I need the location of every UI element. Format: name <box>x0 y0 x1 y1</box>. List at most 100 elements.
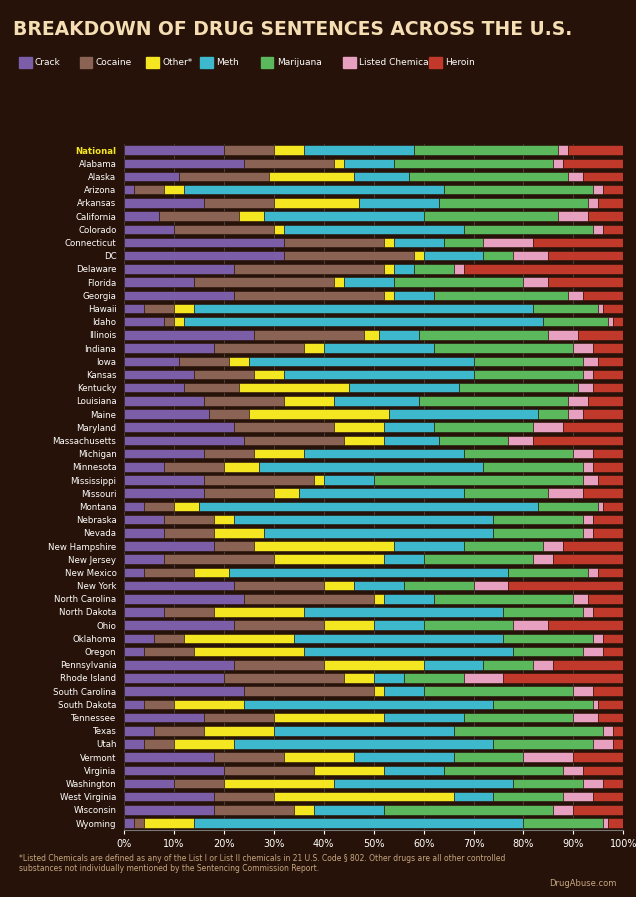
Bar <box>588 594 623 604</box>
Bar <box>534 238 623 248</box>
Bar <box>284 396 334 405</box>
Bar <box>598 304 604 313</box>
Bar <box>569 396 588 405</box>
Bar <box>464 674 504 683</box>
Bar <box>604 501 623 511</box>
Bar <box>209 409 249 419</box>
Bar <box>483 238 534 248</box>
Bar <box>608 317 613 327</box>
Bar <box>174 304 194 313</box>
Bar <box>324 660 424 669</box>
Bar <box>598 700 623 710</box>
Bar <box>473 356 583 366</box>
Bar <box>394 159 553 168</box>
Bar <box>274 198 359 207</box>
Bar <box>593 370 623 379</box>
Bar <box>124 238 284 248</box>
Bar <box>354 171 408 181</box>
Bar <box>324 581 354 590</box>
Bar <box>548 277 623 287</box>
Bar <box>164 528 214 537</box>
Bar <box>144 304 174 313</box>
Bar <box>418 330 548 340</box>
Bar <box>249 356 473 366</box>
Bar <box>534 660 553 669</box>
Bar <box>583 409 623 419</box>
Bar <box>583 528 593 537</box>
Bar <box>343 436 384 445</box>
Bar <box>124 212 159 221</box>
Bar <box>124 766 224 775</box>
Bar <box>598 568 623 577</box>
Bar <box>563 422 623 432</box>
Bar <box>234 264 384 274</box>
Bar <box>124 145 224 155</box>
Bar <box>124 198 204 207</box>
Bar <box>124 674 224 683</box>
Bar <box>124 726 154 736</box>
Bar <box>164 554 274 564</box>
Bar <box>434 344 574 353</box>
Bar <box>214 806 294 814</box>
Bar <box>384 422 434 432</box>
Bar <box>264 212 424 221</box>
Bar <box>124 251 284 260</box>
Bar <box>598 713 623 722</box>
Bar <box>613 739 623 749</box>
Bar <box>284 370 473 379</box>
Text: Other*: Other* <box>162 58 193 67</box>
Bar <box>274 224 284 234</box>
Bar <box>124 594 244 604</box>
Bar <box>284 753 354 762</box>
Bar <box>389 409 539 419</box>
Bar <box>234 581 324 590</box>
Bar <box>124 185 134 195</box>
Bar <box>583 766 623 775</box>
Bar <box>583 607 593 617</box>
Bar <box>593 792 623 802</box>
Bar <box>513 621 548 630</box>
Bar <box>124 370 194 379</box>
Bar <box>359 198 439 207</box>
Bar <box>184 317 543 327</box>
Bar <box>134 818 144 828</box>
Bar <box>464 713 574 722</box>
Bar <box>453 726 604 736</box>
Bar <box>334 159 343 168</box>
Bar <box>124 806 214 814</box>
Bar <box>384 766 443 775</box>
Bar <box>583 171 623 181</box>
Bar <box>384 806 553 814</box>
Bar <box>343 674 374 683</box>
Bar <box>583 291 623 300</box>
Bar <box>204 396 284 405</box>
Bar <box>464 224 593 234</box>
Bar <box>394 277 523 287</box>
Bar <box>494 515 583 525</box>
Bar <box>593 607 623 617</box>
Bar <box>124 291 234 300</box>
Bar <box>229 356 249 366</box>
Bar <box>593 462 623 472</box>
Bar <box>424 212 558 221</box>
Bar <box>124 462 164 472</box>
Bar <box>124 621 234 630</box>
Bar <box>304 344 324 353</box>
Bar <box>453 753 523 762</box>
Bar <box>184 383 239 392</box>
Bar <box>124 541 214 551</box>
Bar <box>604 185 623 195</box>
Bar <box>124 422 234 432</box>
Bar <box>443 238 483 248</box>
Bar <box>274 554 384 564</box>
Bar <box>184 633 294 643</box>
Bar <box>563 766 583 775</box>
Bar <box>274 713 384 722</box>
Bar <box>483 251 513 260</box>
Bar <box>394 264 413 274</box>
Bar <box>439 436 508 445</box>
Bar <box>343 159 394 168</box>
Bar <box>164 317 174 327</box>
Bar <box>588 396 623 405</box>
Bar <box>548 621 623 630</box>
